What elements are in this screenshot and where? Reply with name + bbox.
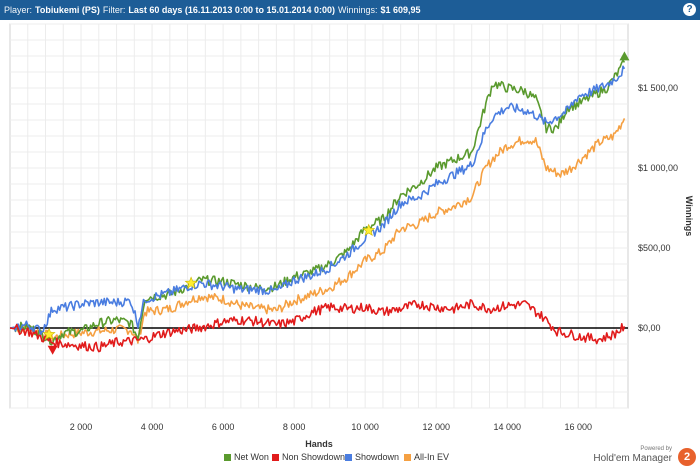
brand-logo: Powered by Hold'em Manager 2 bbox=[566, 446, 696, 468]
legend-item[interactable]: Non Showdown bbox=[272, 452, 345, 462]
legend-item[interactable]: All-In EV bbox=[404, 452, 449, 462]
legend-swatch bbox=[272, 453, 279, 461]
star-marker-icon bbox=[362, 223, 376, 236]
filter-label: Filter: bbox=[102, 5, 126, 15]
x-tick-label: 14 000 bbox=[493, 422, 521, 432]
min-marker-icon bbox=[47, 345, 58, 355]
player-value: Tobiukemi (PS) bbox=[35, 5, 100, 15]
star-marker-icon bbox=[42, 327, 56, 340]
series-line-showdown bbox=[9, 65, 626, 336]
y-tick-label: $1 500,00 bbox=[638, 83, 678, 93]
x-axis-label: Hands bbox=[305, 439, 333, 449]
help-icon[interactable]: ? bbox=[683, 3, 696, 16]
x-tick-label: 8 000 bbox=[283, 422, 306, 432]
y-tick-label: $0,00 bbox=[638, 323, 661, 333]
series-line-all-in-ev bbox=[10, 118, 626, 344]
filter-value: Last 60 days (16.11.2013 0:00 to 15.01.2… bbox=[128, 5, 335, 15]
series-line-non-showdown bbox=[9, 299, 626, 353]
brand-name: Hold'em Manager bbox=[593, 453, 672, 464]
winnings-chart: 2 000 4 000 6 000 8 000 10 000 12 000 14 000 16… bbox=[9, 23, 694, 449]
legend-label: Non Showdown bbox=[282, 452, 346, 462]
legend-item[interactable]: Net Won bbox=[224, 452, 269, 462]
legend-item[interactable]: Showdown bbox=[345, 452, 399, 462]
powered-by-text: Powered by bbox=[640, 446, 672, 452]
x-tick-label: 6 000 bbox=[212, 422, 235, 432]
brand-badge-icon: 2 bbox=[678, 448, 696, 466]
series-line-net-won bbox=[9, 59, 626, 346]
max-marker-icon bbox=[619, 51, 630, 61]
y-tick-label: $1 000,00 bbox=[638, 163, 678, 173]
chart-legend: Net Won Non Showdown Showdown All-In EV bbox=[0, 452, 700, 466]
winnings-value: $1 609,95 bbox=[380, 5, 421, 15]
winnings-label: Winnings: bbox=[338, 5, 378, 15]
star-marker-icon bbox=[184, 276, 198, 289]
legend-swatch bbox=[224, 453, 231, 461]
legend-swatch bbox=[404, 453, 411, 461]
x-tick-label: 16 000 bbox=[565, 422, 593, 432]
x-tick-label: 10 000 bbox=[351, 422, 379, 432]
y-axis-label: Winnings bbox=[684, 196, 694, 236]
x-tick-label: 4 000 bbox=[141, 422, 164, 432]
y-tick-label: $500,00 bbox=[638, 243, 671, 253]
legend-label: All-In EV bbox=[414, 452, 450, 462]
header-bar: Player: Tobiukemi (PS) Filter: Last 60 d… bbox=[0, 0, 700, 20]
player-label: Player: bbox=[4, 5, 33, 15]
legend-label: Showdown bbox=[355, 452, 400, 462]
legend-swatch bbox=[345, 453, 352, 461]
x-tick-label: 12 000 bbox=[422, 422, 450, 432]
x-tick-label: 2 000 bbox=[70, 422, 93, 432]
legend-label: Net Won bbox=[234, 452, 269, 462]
